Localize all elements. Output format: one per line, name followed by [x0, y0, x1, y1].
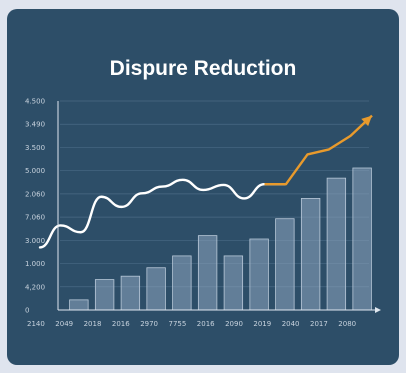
- x-tick-label: 2016: [112, 320, 130, 328]
- y-tick-label: 3.500: [25, 144, 45, 152]
- trend-arrow-icon: [361, 115, 372, 127]
- white-line-series: [38, 178, 287, 249]
- chart-card: Dispure Reduction 0 4,200 1.000 3.000 7.060 2…: [7, 9, 399, 365]
- bar: [223, 255, 244, 311]
- y-tick-label: 0: [25, 307, 29, 315]
- x-tick-label: 2970: [140, 320, 158, 328]
- bars: [69, 167, 372, 311]
- bar: [69, 299, 89, 311]
- y-tick-label: 4,200: [25, 283, 45, 291]
- y-tick-label: 5.000: [25, 167, 45, 175]
- x-tick-label: 2017: [310, 320, 328, 328]
- axes: [57, 101, 381, 313]
- y-tick-label: 4.500: [25, 98, 45, 106]
- bar: [300, 198, 321, 311]
- bar: [197, 235, 218, 311]
- bar: [275, 218, 295, 311]
- y-tick-label: 1.000: [25, 260, 45, 268]
- y-tick-label: 2.060: [25, 190, 45, 198]
- x-tick-label: 2019: [253, 320, 271, 328]
- bar: [120, 275, 141, 311]
- x-tick-label: 2080: [338, 320, 356, 328]
- x-tick-label: 2140: [27, 320, 45, 328]
- x-axis-arrow-icon: [375, 307, 381, 313]
- bar: [94, 279, 115, 311]
- y-tick-label: 3.000: [25, 237, 45, 245]
- x-tick-labels: 2140 2049 2018 2016 2970 7755 2016 2090 2019 2040…: [27, 320, 356, 328]
- white-line: [38, 178, 287, 249]
- x-tick-label: 2016: [197, 320, 215, 328]
- trend-line-series: [264, 114, 373, 186]
- bar: [352, 167, 372, 311]
- bar: [326, 177, 347, 311]
- y-tick-label: 7.060: [25, 214, 45, 222]
- y-tick-label: 3.490: [25, 121, 45, 129]
- y-tick-labels: 0 4,200 1.000 3.000 7.060 2.060 5.000 3.500 3.49…: [25, 98, 45, 315]
- x-tick-label: 2049: [55, 320, 73, 328]
- bar: [146, 267, 166, 311]
- x-tick-label: 2090: [225, 320, 243, 328]
- bar: [249, 238, 269, 311]
- bar: [172, 255, 192, 311]
- x-tick-label: 7755: [169, 320, 187, 328]
- x-tick-label: 2040: [282, 320, 300, 328]
- chart-plot: 0 4,200 1.000 3.000 7.060 2.060 5.000 3.500 3.49…: [25, 98, 381, 328]
- trend-line: [264, 114, 373, 186]
- chart-title: Dispure Reduction: [109, 57, 297, 80]
- x-tick-label: 2018: [84, 320, 102, 328]
